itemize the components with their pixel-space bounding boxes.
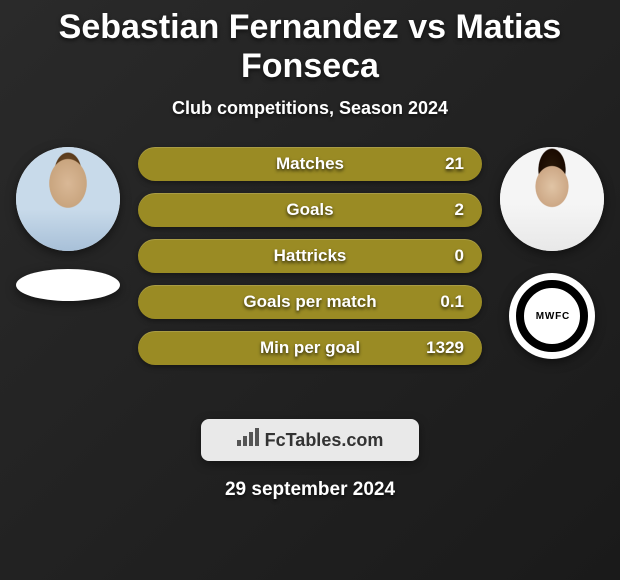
stat-bars: Matches 21 Goals 2 Hattricks 0 Goals per…: [138, 147, 482, 377]
date-text: 29 september 2024: [0, 479, 620, 501]
stat-value: 0.1: [440, 292, 464, 312]
player2-crest-text: M W F C: [516, 280, 588, 352]
player2-avatar: [500, 147, 604, 251]
stat-label: Matches: [276, 154, 344, 174]
stat-value: 1329: [426, 338, 464, 358]
stat-bar-mpg: Min per goal 1329: [138, 331, 482, 365]
stat-value: 2: [455, 200, 464, 220]
stat-label: Hattricks: [274, 246, 347, 266]
page-title: Sebastian Fernandez vs Matias Fonseca: [0, 0, 620, 86]
stat-bar-goals: Goals 2: [138, 193, 482, 227]
player-left-column: [8, 147, 128, 301]
watermark-text: FcTables.com: [265, 430, 384, 451]
stat-label: Goals per match: [243, 292, 376, 312]
stat-label: Min per goal: [260, 338, 360, 358]
stat-bar-gpm: Goals per match 0.1: [138, 285, 482, 319]
chart-icon: [237, 428, 259, 452]
player2-crest: M W F C: [509, 273, 595, 359]
stat-bar-hattricks: Hattricks 0: [138, 239, 482, 273]
stat-label: Goals: [286, 200, 333, 220]
player-right-column: M W F C: [492, 147, 612, 359]
player1-avatar: [16, 147, 120, 251]
player2-avatar-image: [500, 147, 604, 251]
player1-avatar-image: [16, 147, 120, 251]
page-subtitle: Club competitions, Season 2024: [0, 98, 620, 119]
stat-value: 0: [455, 246, 464, 266]
watermark-badge: FcTables.com: [201, 419, 419, 461]
comparison-content: M W F C Matches 21 Goals 2 Hattricks 0 G…: [0, 147, 620, 407]
stat-bar-matches: Matches 21: [138, 147, 482, 181]
stat-value: 21: [445, 154, 464, 174]
player1-crest-placeholder: [16, 269, 120, 301]
